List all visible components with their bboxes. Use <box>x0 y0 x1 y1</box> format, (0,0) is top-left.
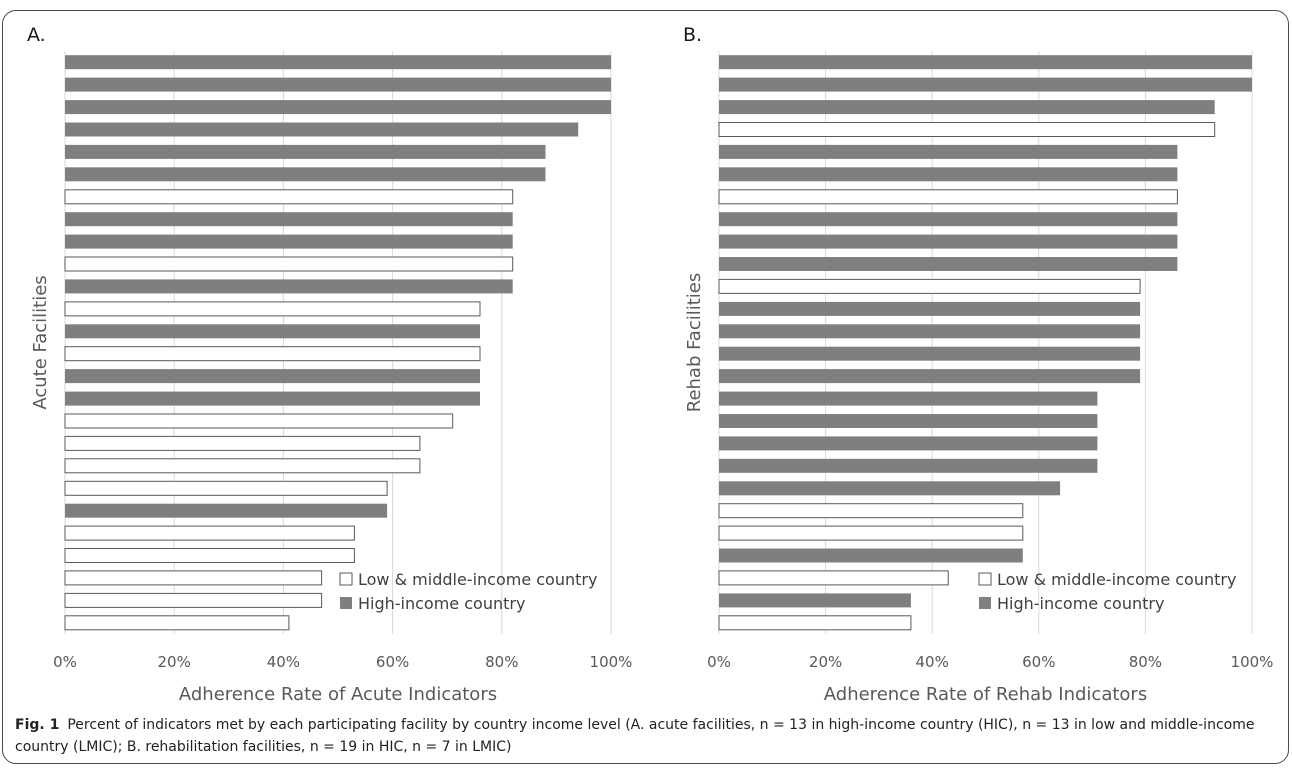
x-tick-label: 0% <box>707 653 731 671</box>
legend-swatch-lmic <box>339 572 353 586</box>
legend-swatch-hic <box>340 597 352 609</box>
legend-swatch-lmic <box>978 572 992 586</box>
bar-hic <box>719 458 1098 473</box>
bar-lmic <box>718 570 949 586</box>
bar-hic <box>719 167 1178 182</box>
bar-lmic <box>64 592 323 608</box>
x-tick-label: 100% <box>1231 653 1274 671</box>
bar-hic <box>65 212 513 227</box>
x-tick-label: 100% <box>590 653 633 671</box>
x-tick-label: 80% <box>1129 653 1162 671</box>
bar-hic <box>719 144 1178 159</box>
x-tick-label: 60% <box>376 653 409 671</box>
bar-hic <box>65 324 480 339</box>
figure-label: Fig. 1 <box>15 717 60 733</box>
bar-hic <box>719 77 1252 92</box>
bar-lmic <box>64 525 355 541</box>
bar-lmic <box>64 570 323 586</box>
bar-hic <box>65 77 611 92</box>
bar-hic <box>719 391 1098 406</box>
legend-a: Low & middle-income country High-income c… <box>339 570 597 613</box>
bar-lmic <box>64 346 481 362</box>
bar-lmic <box>718 122 1216 137</box>
bar-lmic <box>718 189 1178 205</box>
bar-hic <box>65 122 579 137</box>
x-tick-label: 20% <box>809 653 842 671</box>
figure-charts: A. 0% 20% 40% 60% 80% 100% Adherence Rate of Ac… <box>27 24 1273 705</box>
legend-swatch-hic <box>979 597 991 609</box>
bar-hic <box>719 414 1098 428</box>
bar-hic <box>719 55 1252 70</box>
legend-label-lmic: Low & middle-income country <box>358 570 597 589</box>
bar-hic <box>719 548 1023 563</box>
y-axis-title-a: Acute Facilities <box>30 275 51 409</box>
bar-hic <box>719 234 1178 249</box>
x-tick-label: 40% <box>916 653 949 671</box>
bar-hic <box>719 257 1178 271</box>
bar-lmic <box>718 503 1024 519</box>
x-tick-label: 0% <box>53 653 77 671</box>
legend-b: Low & middle-income country High-income c… <box>978 570 1236 613</box>
x-tick-label: 40% <box>267 653 300 671</box>
caption-text: Percent of indicators met by each partic… <box>15 717 1255 755</box>
bar-lmic <box>718 615 912 631</box>
bar-hic <box>65 144 546 159</box>
x-axis-title-b: Adherence Rate of Rehab Indicators <box>824 684 1147 705</box>
bar-hic <box>719 481 1061 496</box>
bar-hic <box>719 301 1141 316</box>
chart-panel-a: A. 0% 20% 40% 60% 80% 100% Adherence Rate of Ac… <box>27 24 632 705</box>
bar-lmic <box>64 615 290 631</box>
bar-hic <box>719 324 1141 339</box>
chart-panel-b: B. 0% 20% 40% 60% 80% 100% Adherence Rate of Re… <box>683 24 1273 705</box>
bar-lmic <box>64 256 514 272</box>
bar-hic <box>719 593 911 608</box>
legend-label-hic: High-income country <box>358 594 525 613</box>
figure-caption: Fig. 1 Percent of indicators met by each … <box>15 714 1277 758</box>
bar-hic <box>65 503 388 518</box>
bar-hic <box>65 167 546 182</box>
bar-lmic <box>64 458 421 474</box>
bar-hic <box>719 369 1141 384</box>
bar-hic <box>65 234 513 249</box>
bar-lmic <box>64 413 454 429</box>
legend-label-lmic: Low & middle-income country <box>997 570 1236 589</box>
panel-label-a: A. <box>27 24 46 46</box>
x-tick-label: 20% <box>158 653 191 671</box>
bar-hic <box>719 436 1098 451</box>
bar-hic <box>65 100 611 115</box>
bar-hic <box>65 369 480 384</box>
x-tick-label: 80% <box>485 653 518 671</box>
x-tick-label: 60% <box>1022 653 1055 671</box>
bar-hic <box>65 391 480 406</box>
bar-lmic <box>64 189 514 205</box>
figure-frame <box>2 10 1289 764</box>
bar-lmic <box>64 548 355 563</box>
panel-label-b: B. <box>683 24 702 46</box>
legend-label-hic: High-income country <box>997 594 1164 613</box>
x-axis-title-a: Adherence Rate of Acute Indicators <box>179 684 497 705</box>
bar-lmic <box>64 435 421 451</box>
bar-lmic <box>64 480 388 496</box>
bar-lmic <box>718 278 1141 294</box>
bar-hic <box>719 346 1141 361</box>
bar-lmic <box>718 525 1024 541</box>
bar-hic <box>65 279 513 294</box>
y-axis-title-b: Rehab Facilities <box>684 273 705 413</box>
bar-hic <box>719 100 1215 115</box>
bar-hic <box>65 55 611 70</box>
bar-lmic <box>64 301 481 317</box>
bar-hic <box>719 212 1178 227</box>
